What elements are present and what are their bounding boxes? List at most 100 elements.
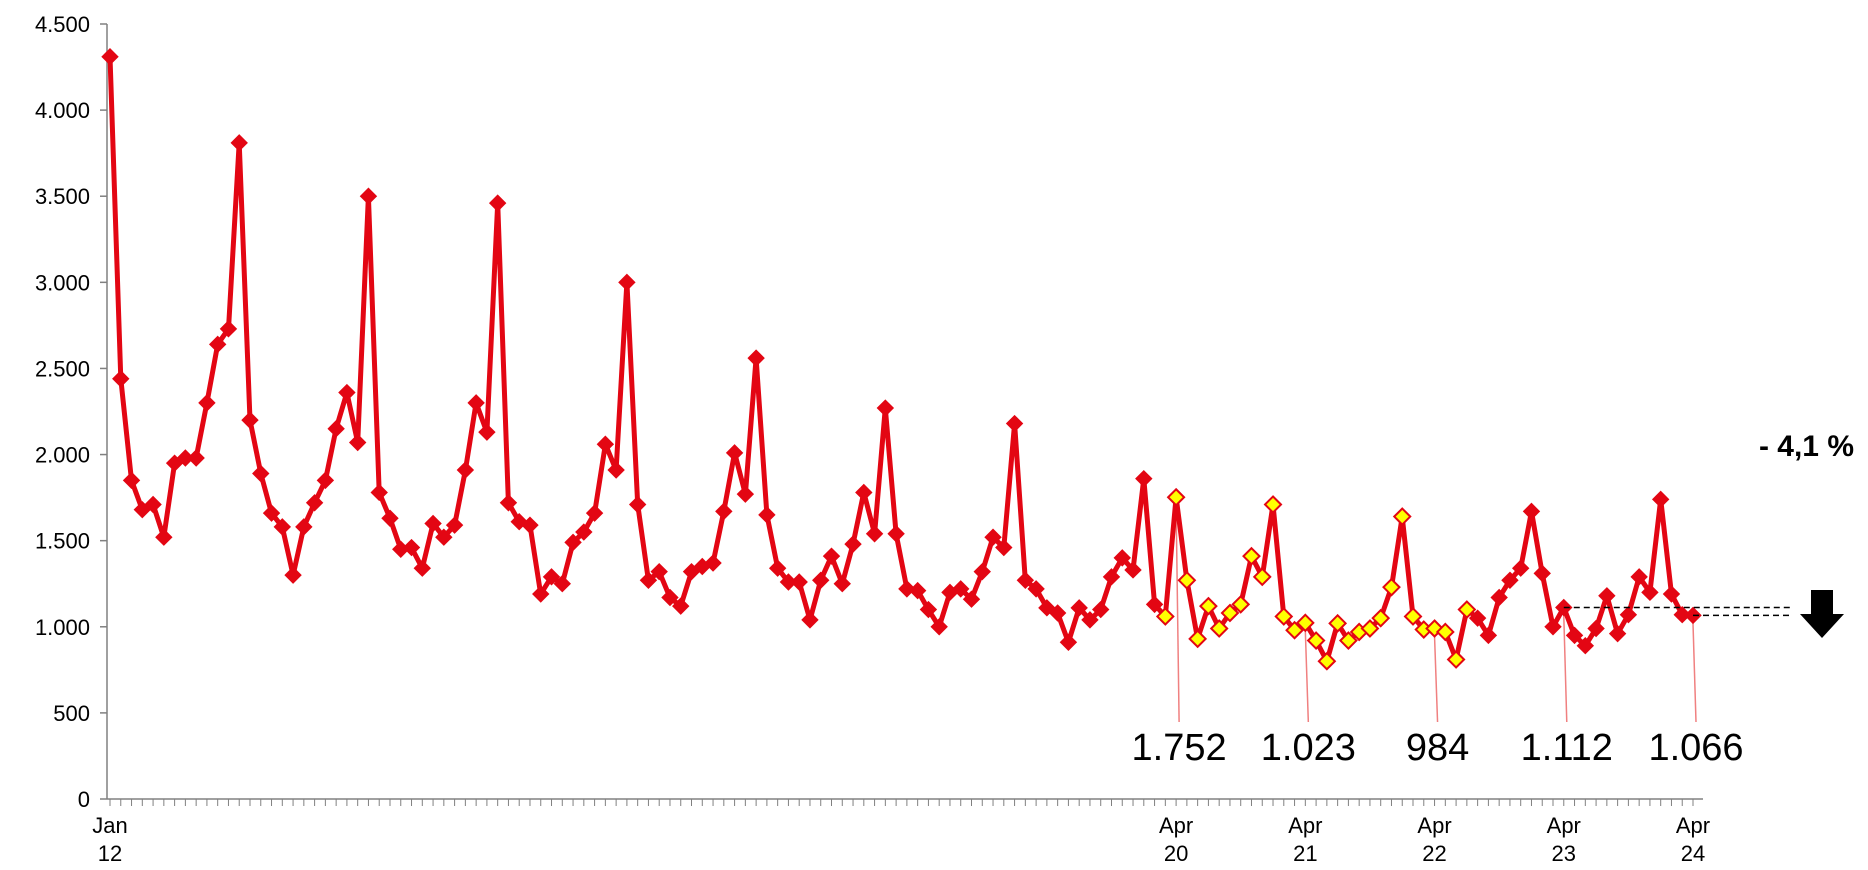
- data-point-marker: [1371, 608, 1391, 628]
- data-point-marker: [1522, 502, 1541, 521]
- axes: [100, 23, 1703, 806]
- data-point-marker: [952, 580, 970, 598]
- data-point-marker: [1501, 571, 1519, 589]
- data-point-marker: [1479, 626, 1498, 645]
- data-point-marker: [327, 420, 345, 438]
- data-point-marker: [564, 533, 582, 552]
- data-point-marker: [1092, 600, 1110, 619]
- data-point-marker: [1005, 414, 1024, 433]
- callout-leader-lines: [1175, 505, 1697, 723]
- data-point-marker: [1544, 618, 1562, 636]
- data-point-marker: [919, 600, 938, 619]
- data-point-marker: [499, 494, 518, 512]
- data-point-marker: [855, 483, 873, 502]
- data-point-marker: [1468, 609, 1487, 627]
- data-point-marker: [1511, 559, 1530, 577]
- data-point-marker: [736, 485, 755, 503]
- data-point-marker: [1403, 607, 1423, 626]
- data-point-marker: [1360, 619, 1380, 638]
- data-point-marker: [1166, 487, 1186, 507]
- data-point-marker: [833, 575, 851, 593]
- data-point-marker: [984, 528, 1002, 546]
- data-point-marker: [865, 525, 884, 543]
- callout-value-label: 1.023: [1261, 727, 1356, 769]
- data-point-marker: [1252, 567, 1272, 587]
- y-tick-label: 4.500: [35, 12, 90, 37]
- data-point-marker: [1263, 495, 1283, 514]
- data-point-marker: [1016, 571, 1035, 589]
- callout-leader-line: [1175, 505, 1180, 723]
- x-tick-label-month: Apr: [1417, 813, 1451, 838]
- y-tick-label: 3.000: [35, 270, 90, 295]
- data-point-marker: [747, 349, 765, 367]
- data-point-marker: [1145, 595, 1164, 614]
- data-point-marker: [381, 509, 399, 527]
- data-point-marker: [1027, 580, 1045, 598]
- data-point-marker: [844, 535, 862, 553]
- y-tick-label: 1.000: [35, 615, 90, 640]
- callout-leader-line: [1692, 623, 1697, 723]
- data-point-marker: [1113, 549, 1131, 567]
- data-point-marker: [1285, 620, 1304, 640]
- data-point-marker: [962, 590, 981, 608]
- data-point-marker: [628, 495, 647, 514]
- y-tick-label: 2.500: [35, 356, 90, 381]
- data-point-marker: [1231, 594, 1251, 614]
- data-point-marker: [704, 554, 722, 572]
- data-point-marker: [155, 528, 173, 546]
- data-point-marker: [768, 559, 787, 577]
- x-tick-label-year: 24: [1681, 841, 1705, 866]
- data-point-marker: [198, 394, 216, 412]
- data-point-marker: [1533, 564, 1551, 583]
- data-point-marker: [1608, 624, 1627, 643]
- data-point-marker: [1565, 626, 1584, 645]
- down-arrow-icon: [1800, 590, 1844, 638]
- data-point-marker: [1220, 603, 1240, 623]
- data-point-marker: [1651, 490, 1670, 509]
- callout-leader-line: [1433, 636, 1439, 723]
- data-point-marker: [295, 518, 313, 536]
- data-point-marker: [1630, 568, 1648, 586]
- data-point-marker: [1587, 619, 1605, 638]
- data-point-marker: [456, 461, 475, 479]
- data-point-marker: [1576, 637, 1595, 655]
- data-point-marker: [585, 504, 604, 522]
- data-point-marker: [338, 383, 356, 402]
- data-point-marker: [316, 471, 335, 490]
- data-point-marker: [1059, 633, 1078, 651]
- data-point-marker: [1135, 469, 1153, 488]
- data-point-marker: [790, 573, 808, 591]
- x-tick-label-month: Apr: [1547, 813, 1581, 838]
- data-point-marker: [725, 444, 744, 462]
- data-point-marker: [219, 320, 238, 338]
- data-series: [107, 56, 1694, 664]
- y-tick-label: 4.000: [35, 98, 90, 123]
- data-point-marker: [1382, 577, 1401, 597]
- data-point-marker: [402, 538, 421, 557]
- callout-value-label: 984: [1406, 727, 1469, 769]
- data-point-marker: [596, 435, 615, 453]
- data-point-marker: [1242, 546, 1261, 566]
- y-tick-label: 2.000: [35, 443, 90, 468]
- data-point-marker: [1209, 619, 1229, 638]
- data-point-marker: [467, 394, 485, 412]
- data-point-marker: [1446, 650, 1466, 669]
- x-tick-label-month: Apr: [1676, 813, 1710, 838]
- data-point-marker: [262, 504, 281, 522]
- data-point-marker: [1457, 600, 1477, 619]
- data-point-marker: [661, 588, 679, 607]
- x-tick-label-year: 22: [1422, 841, 1446, 866]
- data-point-marker: [241, 411, 259, 429]
- data-point-marker: [370, 483, 388, 502]
- data-point-marker: [101, 48, 119, 66]
- data-point-marker: [1338, 631, 1358, 650]
- data-point-marker: [1198, 596, 1218, 616]
- data-point-marker: [1435, 622, 1455, 642]
- data-point-marker: [575, 523, 593, 541]
- percent-change-label: - 4,1 %: [1759, 430, 1854, 463]
- x-tick-label-year: 23: [1552, 841, 1576, 866]
- data-point-marker: [1070, 599, 1088, 617]
- data-point-marker: [284, 566, 302, 584]
- data-point-marker: [1392, 507, 1412, 526]
